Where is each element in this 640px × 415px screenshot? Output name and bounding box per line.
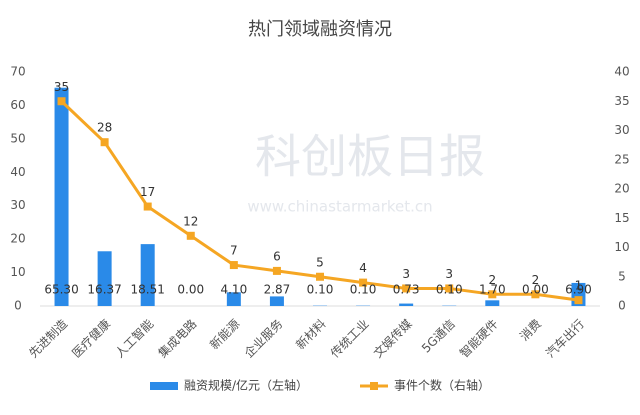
line-marker — [100, 138, 109, 147]
y-tick-label: 0 — [14, 299, 22, 313]
x-tick-label: 企业服务 — [241, 316, 286, 361]
bar-value-label: 2.87 — [264, 283, 291, 297]
y-tick-label: 10 — [10, 265, 25, 279]
x-tick-label: 智能硬件 — [456, 316, 501, 361]
bar-value-label: 16.37 — [87, 283, 121, 297]
line-value-label: 1 — [575, 279, 583, 293]
line-marker — [186, 231, 195, 240]
bar-value-label: 0.10 — [436, 283, 463, 297]
bar-value-label: 0.00 — [522, 283, 549, 297]
y2-tick-label: 30 — [614, 123, 629, 137]
y-tick-label: 30 — [10, 198, 25, 212]
line-value-label: 3 — [445, 267, 453, 281]
x-tick-label: 人工智能 — [112, 316, 157, 361]
bar — [54, 87, 69, 306]
bar-value-label: 18.51 — [131, 283, 165, 297]
legend-swatch — [150, 382, 178, 390]
x-tick-label: 消费 — [517, 317, 544, 344]
bar — [269, 296, 284, 306]
bar — [97, 251, 112, 306]
chart-title: 热门领域融资情况 — [248, 19, 392, 40]
watermark-url: www.chinastarmarket.cn — [247, 198, 432, 216]
x-tick-label: 文娱传媒 — [370, 316, 415, 361]
bar-value-label: 0.73 — [393, 283, 420, 297]
line-marker — [143, 202, 152, 211]
line-value-label: 2 — [532, 273, 540, 287]
line-value-label: 7 — [230, 244, 238, 258]
line-marker — [272, 266, 281, 275]
watermark: 科创板日报 — [255, 130, 485, 184]
y2-tick-label: 0 — [618, 299, 626, 313]
bar-value-label: 0.10 — [307, 283, 334, 297]
x-tick-label: 新能源 — [206, 316, 242, 352]
y2-tick-label: 35 — [614, 94, 629, 108]
line-marker — [531, 290, 540, 299]
line-value-label: 35 — [54, 80, 69, 94]
bar-value-label: 0.00 — [177, 283, 204, 297]
line-value-label: 28 — [97, 121, 112, 135]
bar-value-label: 4.10 — [220, 283, 247, 297]
legend-label: 融资规模/亿元（左轴） — [184, 378, 308, 393]
bar — [399, 303, 414, 306]
y2-tick-label: 40 — [614, 65, 629, 79]
y-tick-label: 60 — [10, 98, 25, 112]
y2-tick-label: 10 — [614, 240, 629, 254]
y-tick-label: 40 — [10, 165, 25, 179]
x-tick-label: 汽车出行 — [542, 316, 587, 361]
y-tick-label: 50 — [10, 131, 25, 145]
bar-value-label: 1.70 — [479, 283, 506, 297]
bar-value-label: 6.90 — [565, 283, 592, 297]
x-tick-label: 医疗健康 — [69, 316, 114, 361]
line-marker — [57, 97, 66, 106]
x-tick-label: 先进制造 — [26, 317, 70, 361]
y-tick-label: 70 — [10, 65, 25, 79]
x-tick-label: 传统工业 — [327, 316, 372, 361]
line-marker — [574, 296, 583, 305]
y-tick-label: 20 — [10, 232, 25, 246]
y2-tick-label: 15 — [614, 211, 629, 225]
x-tick-label: 新材料 — [293, 316, 329, 352]
legend-label: 事件个数（右轴） — [394, 378, 490, 393]
line-marker — [445, 284, 454, 293]
bar — [226, 292, 241, 306]
line-value-label: 2 — [488, 273, 496, 287]
bar-value-label: 0.10 — [350, 283, 377, 297]
legend-swatch — [370, 382, 378, 390]
bar — [140, 244, 155, 306]
x-tick-label: 集成电路 — [155, 316, 200, 361]
x-tick-label: 5G通信 — [419, 317, 458, 356]
y2-tick-label: 25 — [614, 152, 629, 166]
line-value-label: 4 — [359, 261, 367, 275]
line-value-label: 12 — [183, 214, 198, 228]
line-value-label: 6 — [273, 249, 281, 263]
line-marker — [229, 261, 238, 270]
y2-tick-label: 20 — [614, 182, 629, 196]
line-marker — [316, 272, 324, 281]
line-marker — [402, 284, 411, 293]
line-value-label: 5 — [316, 255, 324, 269]
bar — [485, 300, 500, 306]
line-marker — [488, 290, 497, 299]
line-value-label: 3 — [402, 267, 410, 281]
bar-value-label: 65.30 — [44, 283, 78, 297]
y2-tick-label: 5 — [618, 269, 626, 283]
line-marker — [359, 278, 368, 287]
line-value-label: 17 — [140, 185, 155, 199]
